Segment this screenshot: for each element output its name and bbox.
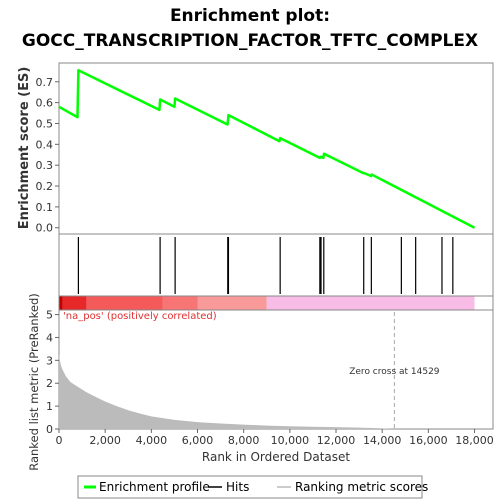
es-y-tick-label: 0.3 <box>36 159 54 172</box>
x-tick-label: 16,000 <box>409 434 448 447</box>
es-y-tick-label: 0.0 <box>36 222 54 235</box>
es-y-tick-label: 0.5 <box>36 117 54 130</box>
gradient-segment <box>162 296 198 310</box>
zero-cross-label: Zero cross at 14529 <box>349 367 440 377</box>
es-panel: 0.0 0.1 0.2 0.3 0.4 0.5 0.6 0.7 Enrichment scor… <box>17 62 494 235</box>
es-y-tick-label: 0.1 <box>36 201 54 214</box>
metric-y-tick-label: 2 <box>46 377 53 390</box>
legend-label-enrichment-profile: Enrichment profile <box>99 480 210 494</box>
es-y-tick-label: 0.6 <box>36 97 54 110</box>
metric-panel-frame <box>58 309 494 430</box>
metric-y-tick-label: 1 <box>46 400 53 413</box>
hits-panel-frame <box>58 233 494 297</box>
gradient-segments <box>59 296 475 310</box>
metric-panel: Zero cross at 14529 'na_pos' (positively… <box>27 293 494 471</box>
legend: Enrichment profile Hits Ranking metric s… <box>77 475 428 499</box>
metric-y-tick-label: 0 <box>46 423 53 436</box>
gradient-segment <box>266 296 475 310</box>
chart-title-line1: Enrichment plot: <box>170 6 330 26</box>
es-panel-frame <box>58 62 494 235</box>
enrichment-profile-line <box>58 69 476 229</box>
gradient-segment <box>62 296 87 310</box>
x-tick-label: 12,000 <box>317 434 356 447</box>
ranking-metric-area <box>59 353 475 429</box>
x-tick-label: 6,000 <box>182 434 214 447</box>
x-axis-label: Rank in Ordered Dataset <box>202 450 350 464</box>
x-tick-label: 8,000 <box>228 434 260 447</box>
gradient-segment <box>59 296 63 310</box>
es-y-tick-label: 0.2 <box>36 180 54 193</box>
metric-y-tick-label: 3 <box>46 354 53 367</box>
x-tick-label: 0 <box>56 434 63 447</box>
metric-y-axis-label: Ranked list metric (PreRanked) <box>27 293 41 471</box>
x-axis-ticks: 0 2,000 4,000 6,000 8,000 10,000 12,000 14,000 1… <box>56 429 494 447</box>
chart-title-line2: GOCC_TRANSCRIPTION_FACTOR_TFTC_COMPLEX <box>22 31 478 51</box>
metric-y-axis-ticks: 0 1 2 3 4 5 <box>46 309 59 436</box>
hit-markers <box>77 237 454 294</box>
es-y-axis-label: Enrichment score (ES) <box>17 67 32 230</box>
gradient-bar <box>58 295 494 311</box>
gradient-segment <box>86 296 163 310</box>
x-tick-label: 4,000 <box>136 434 168 447</box>
x-tick-label: 18,000 <box>455 434 494 447</box>
legend-label-ranking-metric: Ranking metric scores <box>295 480 428 494</box>
positive-correlation-label: 'na_pos' (positively correlated) <box>63 311 217 322</box>
x-tick-label: 10,000 <box>271 434 310 447</box>
hits-panel <box>58 233 494 297</box>
legend-label-hits: Hits <box>226 480 249 494</box>
es-y-axis-ticks: 0.0 0.1 0.2 0.3 0.4 0.5 0.6 0.7 <box>36 76 59 235</box>
gradient-segment <box>197 296 267 310</box>
es-y-tick-label: 0.4 <box>36 138 54 151</box>
legend-frame <box>77 475 423 499</box>
x-tick-label: 2,000 <box>89 434 121 447</box>
metric-y-tick-label: 5 <box>46 309 53 322</box>
metric-y-tick-label: 4 <box>46 331 53 344</box>
es-y-tick-label: 0.7 <box>36 76 54 89</box>
x-tick-label: 14,000 <box>363 434 402 447</box>
